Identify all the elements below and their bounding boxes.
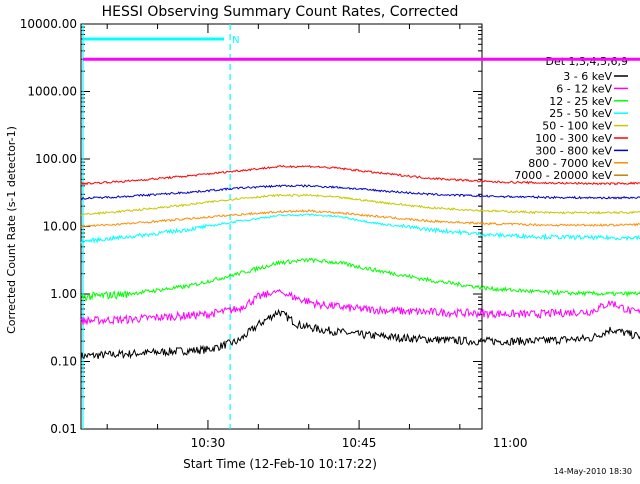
plot-area: 10000.00 1000.00 100.00 10.00 1.00 0.10 0.01 10…: [20, 17, 640, 450]
series-line: [80, 209, 640, 229]
series-line: [80, 193, 640, 216]
series-line: [80, 288, 640, 326]
y-axis-label: Corrected Count Rate (s-1 detector-1): [5, 126, 18, 334]
series-line: [80, 308, 640, 361]
legend-entry-label: 6 - 12 keV: [556, 82, 612, 95]
chart-title: HESSI Observing Summary Count Rates, Cor…: [102, 4, 459, 20]
legend-title: Det 1,3,4,5,6,9: [545, 55, 628, 68]
x-axis-label: Start Time (12-Feb-10 10:17:22): [183, 457, 377, 471]
legend-entry-label: 800 - 7000 keV: [528, 157, 612, 170]
legend-entry-label: 3 - 6 keV: [563, 70, 612, 83]
y-tick-label: 100.00: [35, 152, 77, 166]
legend-entry-label: 50 - 100 keV: [542, 120, 612, 133]
series-line: [80, 213, 640, 244]
legend-entry-label: 100 - 300 keV: [535, 132, 612, 145]
y-tick-label: 1000.00: [27, 85, 77, 99]
y-tick-label: 10000.00: [20, 17, 77, 31]
plot-frame: [80, 23, 483, 430]
series-line: [80, 257, 640, 303]
y-tick-label: 1.00: [50, 287, 77, 301]
x-tick-label: 10:30: [191, 436, 226, 450]
legend-entry-label: 7000 - 20000 keV: [514, 169, 612, 182]
legend-entry-label: 25 - 50 keV: [549, 107, 612, 120]
y-tick-label: 10.00: [43, 220, 77, 234]
y-tick-label: 0.01: [50, 422, 77, 436]
series-line: [80, 184, 640, 201]
flag-bar-label: N: [232, 35, 239, 46]
x-tick-label: 11:00: [493, 436, 528, 450]
footer-date: 14-May-2010 18:30: [554, 467, 632, 476]
legend-entry-label: 300 - 800 keV: [535, 144, 612, 157]
y-tick-label: 0.10: [50, 355, 77, 369]
x-tick-label: 10:45: [342, 436, 377, 450]
legend-entry-label: 12 - 25 keV: [549, 95, 612, 108]
series-line: [80, 164, 640, 186]
